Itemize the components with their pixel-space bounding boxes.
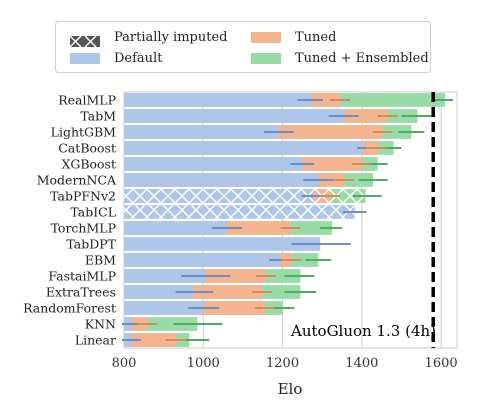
reference-label: AutoGluon 1.3 (4h) xyxy=(290,322,436,340)
bar-default xyxy=(124,173,320,187)
legend-item-default: Default xyxy=(70,50,162,66)
category-label: TabICL xyxy=(70,205,116,220)
category-label: LightGBM xyxy=(51,125,117,140)
partial-hatch xyxy=(124,205,355,219)
x-tick-label: 800 xyxy=(112,356,137,371)
bar-default xyxy=(124,109,345,123)
x-tick-label: 1200 xyxy=(266,356,299,371)
legend: Partially imputed Default Tuned Tuned + … xyxy=(55,21,431,73)
category-label: RandomForest xyxy=(23,301,116,316)
legend-item-partial: Partially imputed xyxy=(69,29,228,47)
x-axis-label: Elo xyxy=(278,380,303,398)
bar-default xyxy=(124,141,362,155)
legend-label-partial: Partially imputed xyxy=(114,29,228,45)
legend-swatch-tuned xyxy=(251,31,281,43)
bar-default xyxy=(124,237,321,251)
bars xyxy=(124,93,446,347)
partial-hatch xyxy=(124,189,366,203)
legend-label-default: Default xyxy=(114,50,163,66)
category-label: Linear xyxy=(75,333,116,348)
category-labels: RealMLPTabMLightGBMCatBoostXGBoostModern… xyxy=(23,93,117,348)
x-tick-label: 1000 xyxy=(187,356,220,371)
x-tick-label: 1400 xyxy=(345,356,378,371)
legend-swatch-tuned-ensembled xyxy=(251,52,281,64)
category-label: CatBoost xyxy=(58,141,116,156)
legend-item-tuned-ensembled: Tuned + Ensembled xyxy=(251,50,429,66)
category-label: TabDPT xyxy=(66,237,116,252)
category-label: TorchMLP xyxy=(51,221,116,236)
legend-item-tuned: Tuned xyxy=(251,29,336,45)
bar-default xyxy=(124,285,194,299)
bar-tuned xyxy=(124,333,177,347)
category-label: KNN xyxy=(85,317,116,332)
bar-default xyxy=(124,125,279,139)
category-label: XGBoost xyxy=(61,157,116,172)
bar-default xyxy=(124,269,206,283)
legend-label-tuned: Tuned xyxy=(295,29,337,45)
category-label: ExtraTrees xyxy=(46,285,116,300)
category-label: RealMLP xyxy=(58,93,116,108)
category-label: TabPFNv2 xyxy=(50,189,116,204)
bar-default xyxy=(124,221,228,235)
error-bars xyxy=(122,99,454,341)
legend-label-tuned-ensembled: Tuned + Ensembled xyxy=(295,50,429,66)
legend-swatch-partial xyxy=(69,32,100,47)
x-tick-labels: 800 1000 1200 1400 1600 xyxy=(112,356,458,371)
bar-default xyxy=(124,301,204,315)
category-label: EBM xyxy=(85,253,116,268)
bar-default xyxy=(124,157,303,171)
x-tick-label: 1600 xyxy=(425,356,458,371)
legend-swatch-default xyxy=(70,52,100,64)
bar-default xyxy=(124,93,312,107)
bar-default xyxy=(124,253,281,267)
category-label: FastaiMLP xyxy=(48,269,116,284)
category-label: TabM xyxy=(80,109,116,124)
category-label: ModernNCA xyxy=(37,173,117,188)
